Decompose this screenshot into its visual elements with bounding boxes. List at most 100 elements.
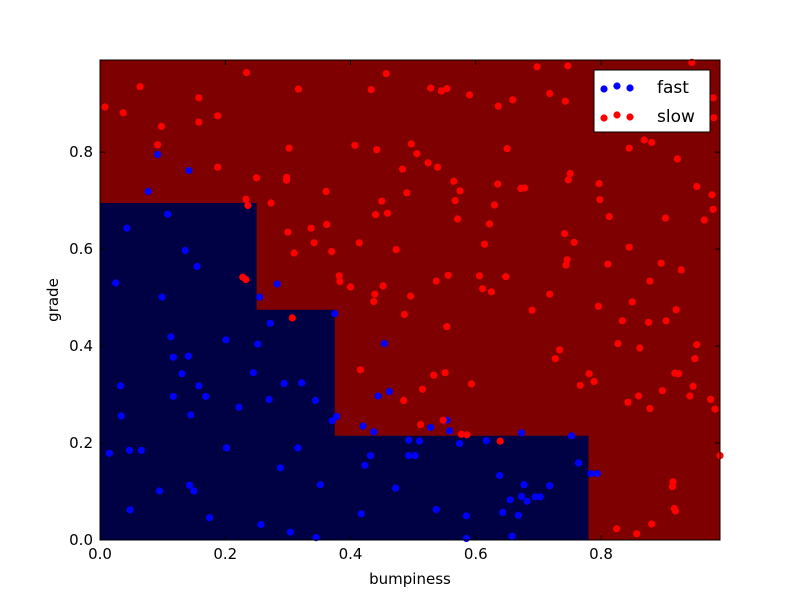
point-slow — [398, 165, 407, 173]
point-slow — [485, 220, 494, 228]
point-fast — [574, 459, 583, 467]
point-fast — [385, 388, 393, 396]
point-slow — [355, 239, 363, 247]
point-slow — [479, 285, 487, 293]
point-slow — [707, 395, 715, 403]
point-fast — [496, 471, 504, 480]
point-slow — [669, 478, 677, 486]
point-slow — [671, 507, 680, 515]
point-slow — [400, 310, 408, 319]
point-slow — [636, 344, 644, 352]
point-fast — [155, 487, 164, 495]
point-slow — [633, 530, 641, 538]
point-fast — [482, 437, 490, 445]
point-fast — [405, 452, 413, 460]
legend-dot — [600, 114, 608, 122]
point-slow — [561, 97, 569, 105]
series-fast — [105, 150, 601, 543]
point-fast — [316, 481, 324, 489]
point-slow — [418, 385, 427, 393]
point-fast — [266, 319, 274, 327]
point-slow — [551, 355, 559, 363]
point-slow — [439, 416, 447, 424]
point-slow — [614, 340, 622, 348]
legend-item-slow: slow — [600, 107, 695, 127]
point-slow — [157, 122, 165, 130]
x-axis-label: bumpiness — [369, 570, 451, 588]
point-fast — [506, 496, 514, 504]
point-fast — [546, 482, 554, 490]
point-slow — [154, 141, 162, 149]
y-tick-label: 0.0 — [69, 531, 93, 549]
point-slow — [244, 201, 252, 210]
y-axis-ticks: 0.0 0.2 0.4 0.6 0.8 — [69, 143, 720, 549]
point-slow — [480, 240, 489, 248]
point-slow — [688, 58, 696, 66]
point-slow — [585, 370, 593, 378]
point-fast — [123, 224, 131, 232]
point-slow — [675, 370, 683, 378]
point-fast — [520, 481, 528, 489]
point-fast — [380, 340, 388, 348]
legend-marker-fast — [600, 82, 634, 93]
point-slow — [509, 96, 517, 104]
point-slow — [693, 341, 701, 349]
point-slow — [119, 109, 127, 117]
point-slow — [562, 261, 570, 269]
point-slow — [457, 430, 465, 438]
point-slow — [494, 102, 502, 110]
point-fast — [105, 449, 113, 457]
point-fast — [405, 436, 413, 444]
point-slow — [628, 298, 636, 306]
point-slow — [700, 216, 708, 224]
point-slow — [658, 387, 667, 395]
point-fast — [256, 293, 264, 301]
point-slow — [657, 259, 665, 267]
point-slow — [709, 205, 717, 213]
point-fast — [432, 505, 440, 514]
point-slow — [662, 317, 670, 325]
point-slow — [242, 195, 250, 203]
y-tick-label: 0.6 — [69, 240, 93, 258]
point-slow — [709, 94, 717, 102]
point-slow — [267, 199, 275, 207]
point-slow — [242, 69, 251, 77]
legend-dot — [626, 84, 634, 92]
point-fast — [514, 511, 522, 519]
point-fast — [184, 352, 192, 360]
point-slow — [323, 220, 331, 228]
point-slow — [689, 382, 697, 390]
legend-box — [593, 69, 711, 133]
point-slow — [346, 283, 355, 291]
point-fast — [235, 403, 243, 411]
point-slow — [443, 323, 451, 331]
point-fast — [415, 437, 423, 445]
point-slow — [294, 85, 303, 93]
point-slow — [604, 260, 612, 268]
point-slow — [661, 214, 670, 222]
point-fast — [257, 520, 265, 529]
point-slow — [576, 381, 584, 389]
point-slow — [413, 150, 421, 158]
point-slow — [444, 271, 452, 279]
legend-item-fast: fast — [600, 78, 689, 98]
point-slow — [288, 314, 296, 322]
point-fast — [359, 422, 367, 430]
x-tick-label: 0.6 — [464, 545, 488, 563]
point-slow — [214, 163, 222, 171]
point-fast — [280, 379, 288, 387]
point-fast — [181, 246, 189, 255]
point-slow — [335, 272, 343, 280]
point-slow — [441, 369, 449, 377]
point-fast — [169, 392, 177, 401]
point-fast — [445, 427, 454, 435]
point-slow — [195, 94, 203, 102]
point-fast — [517, 492, 526, 500]
point-fast — [158, 293, 166, 301]
point-slow — [566, 169, 574, 178]
point-fast — [190, 487, 198, 495]
point-slow — [378, 197, 386, 205]
point-slow — [214, 112, 222, 120]
x-axis-ticks: 0.0 0.2 0.4 0.6 0.8 — [88, 60, 613, 563]
point-slow — [407, 292, 415, 300]
